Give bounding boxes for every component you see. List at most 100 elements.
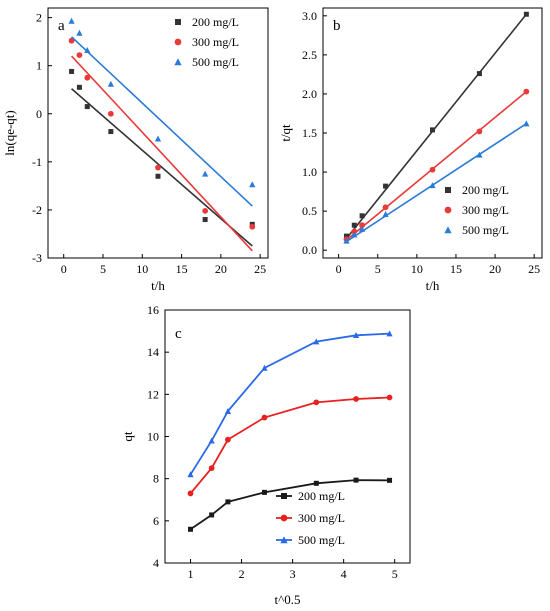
y-tick-label: 10 [147, 430, 159, 444]
data-point [429, 166, 436, 173]
x-tick-label: 2 [239, 567, 245, 581]
data-point [84, 104, 90, 110]
series-0 [69, 68, 255, 247]
data-point [386, 330, 393, 337]
data-point [188, 526, 194, 532]
y-tick-label: 16 [147, 303, 159, 317]
series-0 [343, 11, 529, 239]
data-point [76, 29, 83, 36]
data-point [313, 399, 320, 406]
legend-label: 500 mg/L [462, 223, 509, 237]
x-tick-label: 5 [392, 567, 398, 581]
data-point [523, 11, 529, 17]
data-point [476, 151, 483, 158]
data-point [261, 489, 267, 495]
y-tick-label: 14 [147, 345, 159, 359]
data-point [386, 394, 393, 401]
data-point [68, 17, 75, 24]
data-point [187, 471, 194, 478]
series-2 [187, 330, 393, 478]
data-point [430, 127, 435, 133]
x-axis-label: t/h [151, 278, 165, 293]
legend-marker [444, 206, 452, 214]
data-point [261, 364, 268, 371]
data-point [155, 164, 161, 171]
plot-frame [164, 309, 411, 564]
legend-label: 200 mg/L [298, 489, 345, 503]
data-point [249, 223, 256, 230]
fit-line [345, 90, 527, 241]
data-point [202, 207, 209, 214]
data-point [208, 437, 215, 444]
fit-line [346, 122, 527, 243]
data-point [249, 181, 256, 188]
data-point [107, 80, 114, 87]
panel-letter: b [333, 18, 341, 34]
y-tick-label: -3 [32, 251, 42, 265]
data-point [313, 480, 319, 486]
legend-marker [174, 38, 182, 46]
data-point [108, 129, 114, 135]
data-point [387, 477, 393, 483]
y-tick-label: 0.5 [302, 204, 317, 218]
legend-marker [445, 187, 451, 193]
series-1 [187, 394, 393, 497]
series-2 [343, 120, 530, 244]
data-point [187, 490, 194, 497]
x-tick-label: 0 [61, 262, 67, 276]
x-tick-label: 3 [290, 567, 296, 581]
data-point [313, 338, 320, 345]
legend-label: 300 mg/L [298, 511, 345, 525]
y-axis-label: ln(qe-qt) [2, 110, 17, 155]
y-tick-label: 1.0 [302, 165, 317, 179]
x-tick-label: 5 [100, 262, 106, 276]
y-tick-label: 4 [153, 556, 159, 570]
y-axis-label: qt [120, 431, 135, 442]
data-point [343, 233, 349, 239]
data-point [382, 211, 389, 217]
x-tick-label: 20 [215, 262, 227, 276]
legend-marker [175, 19, 181, 25]
data-point [476, 71, 482, 77]
panel-letter: c [175, 326, 182, 342]
data-point [225, 499, 231, 505]
x-tick-label: 0 [336, 262, 342, 276]
data-point [353, 396, 359, 402]
data-point [359, 213, 365, 219]
y-tick-label: 1 [36, 59, 42, 73]
data-point [69, 68, 75, 74]
y-axis-label: t/qt [278, 124, 293, 142]
chart-panel-b: 0 5 10 15 20 25 0.0 0.5 1.0 1.5 2.0 2.5 3.0 t/h t/qt b 2… [278, 7, 543, 293]
legend-label: 200 mg/L [192, 15, 239, 29]
y-tick-label: 0.0 [302, 243, 317, 257]
x-tick-label: 10 [411, 262, 423, 276]
x-tick-label: 1 [188, 567, 194, 581]
plot-frame [322, 7, 543, 259]
legend-label: 200 mg/L [462, 183, 509, 197]
y-tick-label: 2 [36, 11, 42, 25]
y-tick-label: 1.5 [302, 126, 317, 140]
chart-panel-a: 0 5 10 15 20 25 -3 -2 -1 0 1 2 t/h ln(qe-qt) a 200 mg/L… [2, 7, 269, 293]
x-tick-label: 25 [528, 262, 540, 276]
data-point [154, 135, 162, 142]
data-point [523, 88, 530, 95]
y-tick-label: 0 [36, 107, 42, 121]
x-tick-label: 15 [450, 262, 462, 276]
y-tick-label: 12 [147, 387, 159, 401]
series-line [189, 396, 390, 495]
legend-label: 500 mg/L [298, 533, 345, 547]
fit-line [71, 36, 253, 207]
y-tick-label: -1 [32, 155, 42, 169]
data-point [382, 204, 389, 211]
data-point [209, 512, 215, 518]
data-point [523, 120, 530, 127]
data-point [84, 74, 91, 81]
legend-marker [280, 514, 288, 522]
y-tick-label: 2.5 [302, 48, 317, 62]
data-point [202, 217, 208, 223]
data-point [107, 110, 114, 117]
x-tick-label: 10 [136, 262, 148, 276]
legend-label: 500 mg/L [192, 55, 239, 69]
legend-label: 300 mg/L [462, 203, 509, 217]
